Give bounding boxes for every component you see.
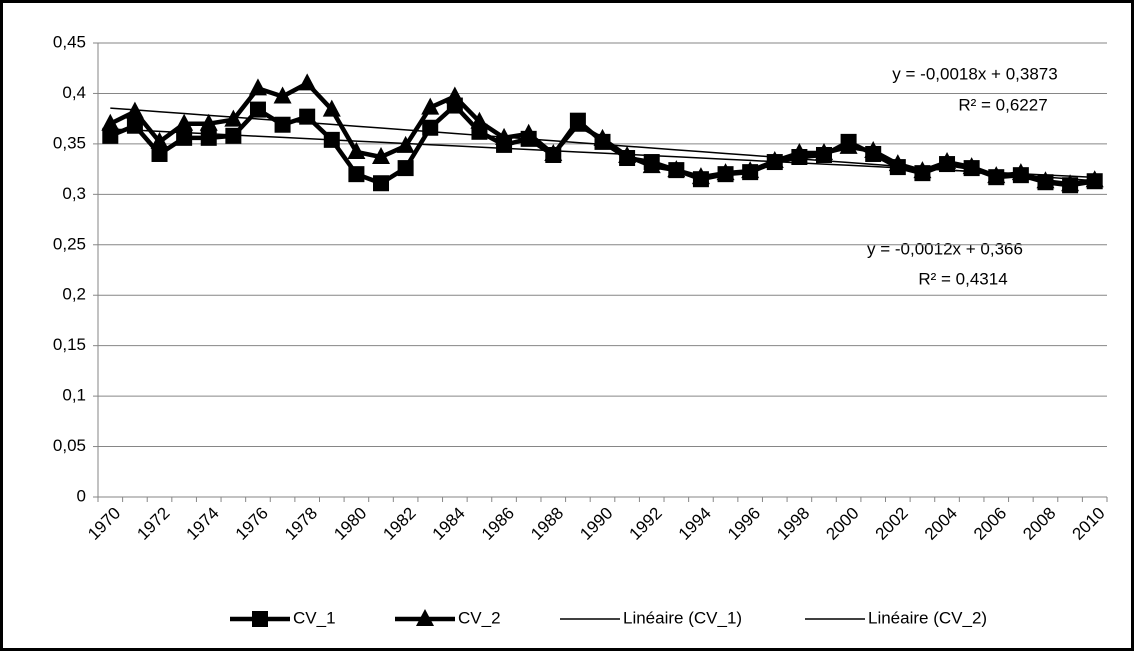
y-tick-label: 0,2 bbox=[62, 285, 86, 304]
marker bbox=[962, 157, 981, 175]
marker bbox=[618, 145, 637, 163]
marker bbox=[495, 127, 514, 145]
marker bbox=[716, 163, 735, 181]
marker bbox=[544, 143, 563, 161]
marker bbox=[1061, 174, 1080, 192]
legend-label: CV_2 bbox=[458, 608, 501, 627]
marker bbox=[125, 101, 144, 119]
y-tick-label: 0,15 bbox=[53, 335, 86, 354]
marker bbox=[225, 127, 242, 144]
marker bbox=[322, 99, 341, 117]
marker bbox=[348, 166, 365, 183]
marker bbox=[741, 161, 760, 179]
marker bbox=[470, 111, 489, 129]
marker bbox=[372, 147, 391, 165]
marker bbox=[1085, 170, 1104, 188]
legend-item: CV_1 bbox=[230, 608, 336, 627]
legend-item: Linéaire (CV_1) bbox=[560, 608, 742, 627]
marker bbox=[273, 86, 292, 104]
marker bbox=[274, 116, 291, 133]
marker bbox=[814, 142, 833, 160]
y-tick-label: 0,4 bbox=[62, 83, 86, 102]
y-tick-label: 0,05 bbox=[53, 436, 86, 455]
marker bbox=[765, 151, 784, 169]
trend-equation: y = -0,0012x + 0,366 bbox=[867, 239, 1023, 258]
marker bbox=[199, 113, 218, 131]
legend-label: Linéaire (CV_1) bbox=[623, 608, 742, 627]
marker bbox=[1011, 163, 1030, 181]
marker bbox=[249, 101, 266, 118]
marker bbox=[176, 129, 193, 146]
marker bbox=[987, 166, 1006, 184]
marker bbox=[416, 609, 434, 626]
marker bbox=[667, 160, 686, 178]
marker bbox=[224, 109, 243, 127]
marker bbox=[913, 161, 932, 179]
marker bbox=[593, 128, 612, 146]
marker bbox=[519, 123, 538, 141]
marker bbox=[102, 127, 119, 144]
y-tick-label: 0 bbox=[77, 486, 86, 505]
y-tick-label: 0,3 bbox=[62, 184, 86, 203]
trend-r2: R² = 0,4314 bbox=[918, 269, 1007, 288]
marker bbox=[347, 141, 366, 159]
marker bbox=[396, 135, 415, 153]
marker bbox=[397, 160, 414, 177]
marker bbox=[175, 113, 194, 131]
marker bbox=[421, 97, 440, 115]
marker bbox=[252, 611, 268, 627]
trend-equation: y = -0,0018x + 0,3873 bbox=[892, 64, 1057, 83]
legend-item: CV_2 bbox=[395, 608, 501, 627]
y-tick-label: 0,25 bbox=[53, 234, 86, 253]
marker bbox=[790, 142, 809, 160]
marker bbox=[151, 145, 168, 162]
trend-r2: R² = 0,6227 bbox=[958, 95, 1047, 114]
marker bbox=[445, 86, 464, 104]
y-tick-label: 0,45 bbox=[53, 32, 86, 51]
marker bbox=[642, 156, 661, 174]
marker bbox=[248, 78, 267, 96]
marker bbox=[888, 154, 907, 172]
marker bbox=[373, 175, 390, 192]
marker bbox=[938, 152, 957, 170]
marker bbox=[299, 108, 316, 125]
marker bbox=[126, 117, 143, 134]
marker bbox=[101, 113, 120, 131]
y-tick-label: 0,1 bbox=[62, 386, 86, 405]
marker bbox=[298, 73, 317, 91]
marker bbox=[422, 119, 439, 136]
legend-label: Linéaire (CV_2) bbox=[868, 608, 987, 627]
legend-label: CV_1 bbox=[293, 608, 336, 627]
marker bbox=[1036, 171, 1055, 189]
marker bbox=[150, 131, 169, 149]
legend-item: Linéaire (CV_2) bbox=[805, 608, 987, 627]
marker bbox=[839, 136, 858, 154]
marker bbox=[200, 129, 217, 146]
marker bbox=[568, 114, 587, 132]
marker bbox=[691, 167, 710, 185]
marker bbox=[864, 140, 883, 158]
y-tick-label: 0,35 bbox=[53, 133, 86, 152]
marker bbox=[323, 131, 340, 148]
